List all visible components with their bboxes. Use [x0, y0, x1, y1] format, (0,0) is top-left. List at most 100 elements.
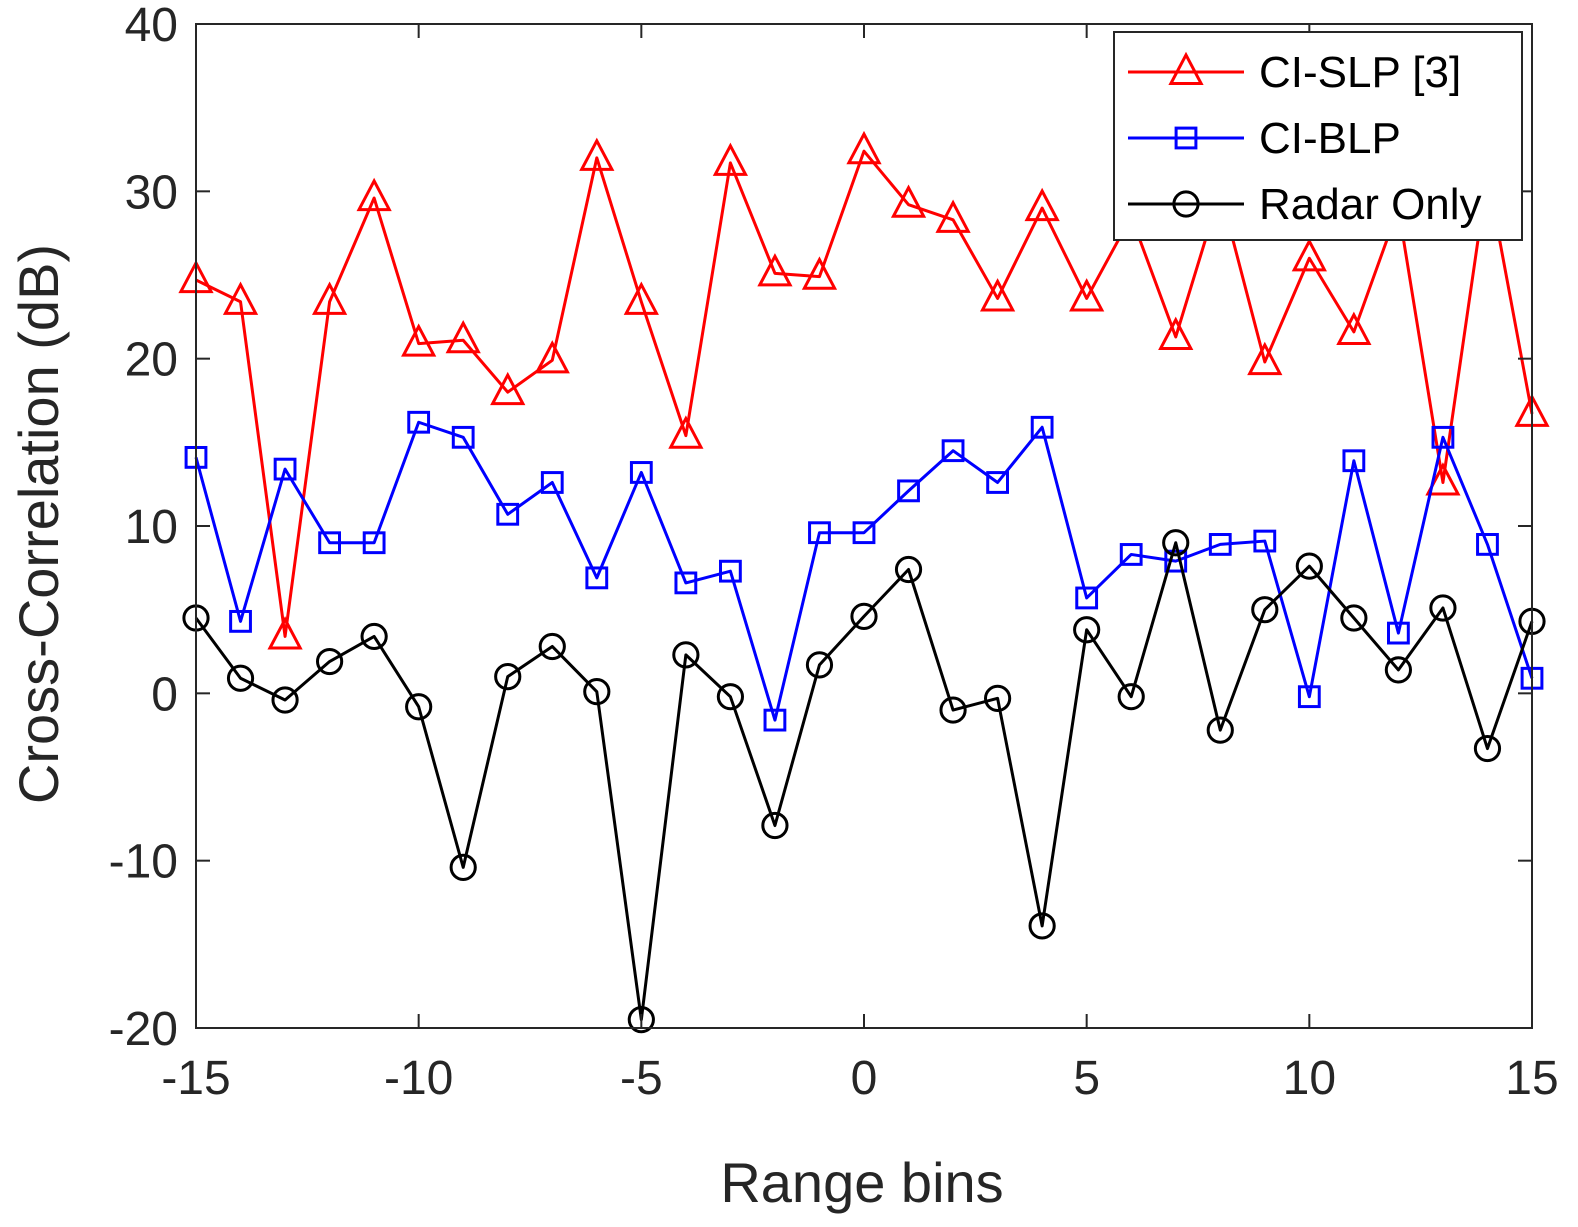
series-line-ci-blp: [194, 420, 1534, 722]
data-point-ci-slp-3: [1069, 278, 1105, 312]
data-point-ci-slp-3: [534, 340, 570, 374]
data-point-ci-slp-3: [356, 177, 392, 212]
axes-layer: -15 -10 -5 0 5 10 15 -20 -10 0 10 20 30 40: [109, 0, 1559, 1105]
data-point-ci-blp: [229, 609, 252, 633]
data-point-ci-blp: [362, 531, 386, 555]
y-tick-label: 20: [125, 334, 178, 387]
y-tick-label: 10: [125, 501, 178, 554]
y-tick-label: 40: [125, 0, 178, 52]
x-tick-label: 15: [1505, 1052, 1558, 1105]
data-point-ci-slp-3: [1024, 187, 1060, 222]
x-tick-label: 0: [851, 1052, 878, 1105]
data-point-ci-blp: [629, 461, 653, 484]
data-point-radar-only: [316, 647, 344, 676]
data-point-ci-blp: [674, 571, 698, 595]
legend-marker-ci-blp: [1174, 126, 1198, 150]
data-point-ci-blp: [1387, 621, 1410, 645]
data-point-ci-slp-3: [1158, 316, 1194, 350]
y-tick-label: 30: [125, 166, 178, 219]
data-point-ci-blp: [273, 457, 297, 481]
data-point-ci-slp-3: [623, 281, 659, 315]
data-point-ci-slp-3: [445, 320, 481, 354]
data-point-radar-only: [1028, 912, 1056, 940]
data-point-ci-slp-3: [801, 256, 838, 290]
x-tick-label: 5: [1073, 1052, 1100, 1105]
data-point-ci-blp: [986, 471, 1010, 494]
data-point-ci-slp-3: [401, 323, 437, 357]
legend-item-ci-blp: CI-BLP: [1128, 114, 1401, 163]
data-point-ci-blp: [1431, 425, 1455, 449]
data-point-ci-slp-3: [1336, 311, 1372, 345]
data-point-radar-only: [1162, 529, 1190, 557]
data-point-radar-only: [494, 663, 522, 691]
data-point-ci-blp: [1164, 549, 1188, 573]
data-point-ci-slp-3: [890, 184, 927, 218]
data-point-ci-blp: [719, 559, 742, 583]
legend-label-ci-slp-3: CI-SLP [3]: [1259, 48, 1461, 97]
data-point-radar-only: [1206, 716, 1234, 744]
data-point-ci-slp-3: [311, 281, 348, 315]
data-point-radar-only: [761, 811, 789, 840]
data-point-radar-only: [1429, 594, 1457, 622]
data-point-ci-blp: [763, 708, 787, 732]
data-point-radar-only: [226, 664, 255, 692]
data-point-ci-blp: [496, 502, 520, 526]
data-point-ci-slp-3: [846, 130, 882, 165]
data-point-radar-only: [1384, 656, 1413, 684]
y-tick-label: -10: [109, 836, 178, 889]
data-point-ci-slp-3: [222, 281, 259, 315]
data-point-ci-blp: [808, 521, 831, 545]
data-point-ci-blp: [852, 521, 876, 545]
data-point-ci-blp: [1342, 449, 1366, 473]
data-point-radar-only: [538, 632, 566, 661]
series-radar-only: [182, 529, 1546, 1034]
legend-label-ci-blp: CI-BLP: [1259, 114, 1401, 163]
data-point-ci-blp: [585, 566, 609, 590]
data-point-radar-only: [894, 555, 923, 584]
data-point-ci-blp: [451, 425, 475, 449]
x-tick-label: 10: [1283, 1052, 1336, 1105]
data-point-radar-only: [449, 853, 477, 881]
data-point-radar-only: [805, 651, 834, 679]
x-tick-label: -10: [384, 1052, 453, 1105]
data-point-ci-slp-3: [267, 616, 303, 650]
data-point-radar-only: [1073, 616, 1101, 644]
data-point-radar-only: [627, 1006, 655, 1034]
data-point-ci-slp-3: [1425, 462, 1461, 496]
data-point-ci-slp-3: [757, 253, 793, 287]
data-point-radar-only: [1473, 734, 1502, 763]
data-point-ci-slp-3: [579, 137, 615, 171]
data-point-ci-blp: [941, 439, 965, 463]
data-point-radar-only: [716, 683, 745, 711]
data-point-ci-blp: [1297, 685, 1321, 709]
legend: CI-SLP [3] CI-BLP Radar Only: [1113, 31, 1523, 241]
legend-marker-radar-only: [1172, 190, 1200, 218]
data-point-radar-only: [271, 686, 299, 714]
data-point-ci-blp: [1208, 533, 1232, 556]
y-tick-label: 0: [151, 668, 178, 721]
data-point-radar-only: [1340, 604, 1368, 632]
data-point-ci-blp: [407, 410, 431, 434]
series-line-ci-slp-3: [195, 149, 1534, 638]
data-point-ci-slp-3: [490, 371, 526, 406]
data-point-ci-blp: [318, 531, 342, 555]
data-point-radar-only: [405, 693, 433, 721]
data-point-radar-only: [984, 684, 1012, 712]
data-point-ci-slp-3: [1291, 238, 1327, 272]
x-tick-label: -15: [161, 1052, 230, 1105]
legend-item-radar-only: Radar Only: [1128, 180, 1482, 229]
x-axis-title: Range bins: [720, 1151, 1003, 1214]
data-point-radar-only: [850, 602, 878, 630]
data-point-ci-slp-3: [1247, 341, 1283, 376]
data-point-ci-blp: [1476, 533, 1499, 556]
y-tick-label: -20: [109, 1003, 178, 1056]
data-point-radar-only: [1295, 552, 1323, 580]
data-point-ci-blp: [1253, 529, 1277, 553]
data-point-ci-blp: [1075, 586, 1099, 610]
data-point-ci-slp-3: [935, 199, 971, 233]
data-point-radar-only: [672, 641, 700, 669]
legend-marker-ci-slp-3: [1168, 51, 1204, 86]
data-point-ci-blp: [540, 471, 564, 494]
data-point-radar-only: [583, 678, 611, 706]
